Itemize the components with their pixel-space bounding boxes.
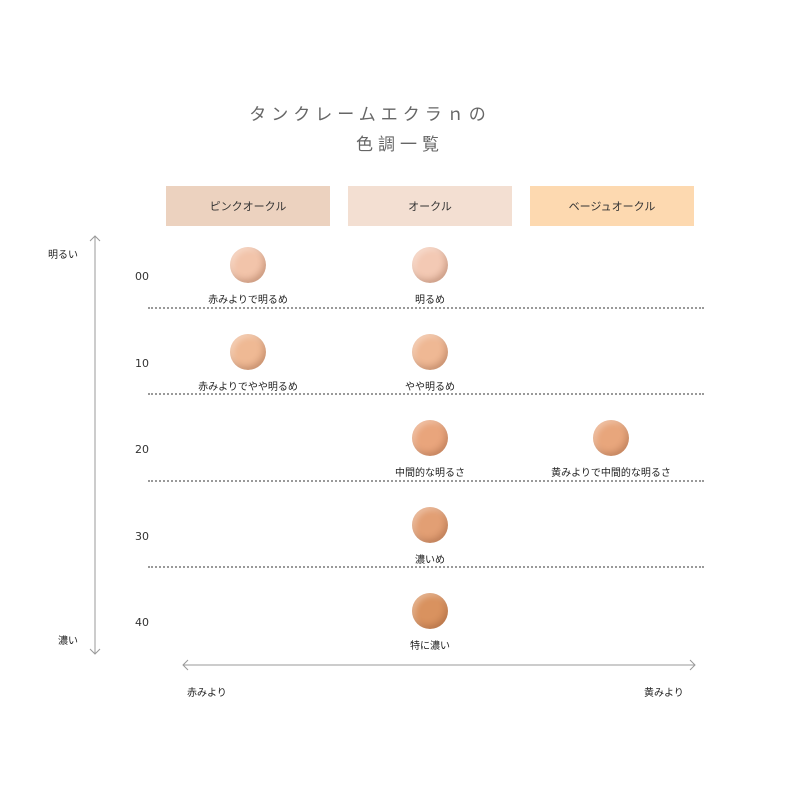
row-label: 40	[135, 616, 149, 629]
shade-swatch	[412, 247, 448, 283]
row-divider	[148, 479, 704, 482]
shade-swatch	[412, 593, 448, 629]
axis-label-top: 明るい	[48, 250, 78, 261]
shade-caption: 濃いめ	[415, 554, 445, 566]
column-header-0: ピンクオークル	[166, 186, 330, 226]
row-label: 00	[135, 270, 149, 283]
row-label: 30	[135, 529, 149, 543]
shade-caption: やや明るめ	[405, 381, 455, 393]
shade-caption: 特に濃い	[410, 641, 450, 652]
shade-swatch	[412, 333, 448, 370]
row-divider	[148, 393, 704, 395]
row-divider	[148, 306, 704, 309]
shade-caption: 明るめ	[415, 295, 445, 306]
title-line-1: タンクレームエクラｎの	[249, 105, 491, 125]
shade-swatch	[412, 420, 448, 456]
shade-caption: 赤みよりでやや明るめ	[198, 381, 298, 393]
title-line-2: 色調一覧	[356, 135, 444, 155]
row-label: 10	[135, 356, 149, 370]
axis-label-left: 赤みより	[187, 688, 227, 699]
shade-swatch	[593, 420, 629, 456]
shade-swatch	[230, 247, 266, 283]
column-header-1: オークル	[348, 186, 512, 226]
shade-swatch	[412, 506, 448, 543]
row-label: 20	[135, 443, 149, 456]
axis-label-bottom: 濃い	[58, 636, 78, 647]
column-header-2: ベージュオークル	[530, 186, 694, 226]
row-divider	[148, 566, 704, 568]
shade-swatch	[230, 333, 266, 370]
shade-caption: 赤みよりで明るめ	[208, 295, 288, 306]
shade-caption: 中間的な明るさ	[395, 468, 465, 479]
axis-label-right: 黄みより	[644, 688, 684, 699]
shade-caption: 黄みよりで中間的な明るさ	[551, 468, 671, 479]
